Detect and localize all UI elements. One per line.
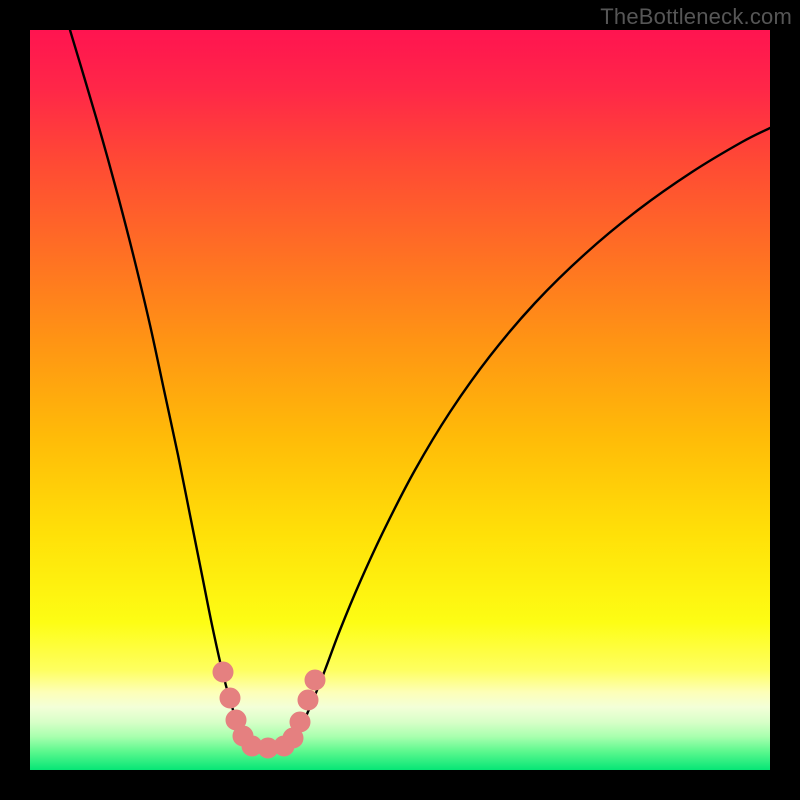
marker-point bbox=[213, 662, 233, 682]
plot-area bbox=[30, 30, 770, 770]
gradient-background bbox=[30, 30, 770, 770]
marker-point bbox=[220, 688, 240, 708]
marker-point bbox=[305, 670, 325, 690]
plot-svg bbox=[30, 30, 770, 770]
watermark-text: TheBottleneck.com bbox=[600, 4, 792, 30]
chart-frame: TheBottleneck.com bbox=[0, 0, 800, 800]
marker-point bbox=[290, 712, 310, 732]
marker-point bbox=[298, 690, 318, 710]
